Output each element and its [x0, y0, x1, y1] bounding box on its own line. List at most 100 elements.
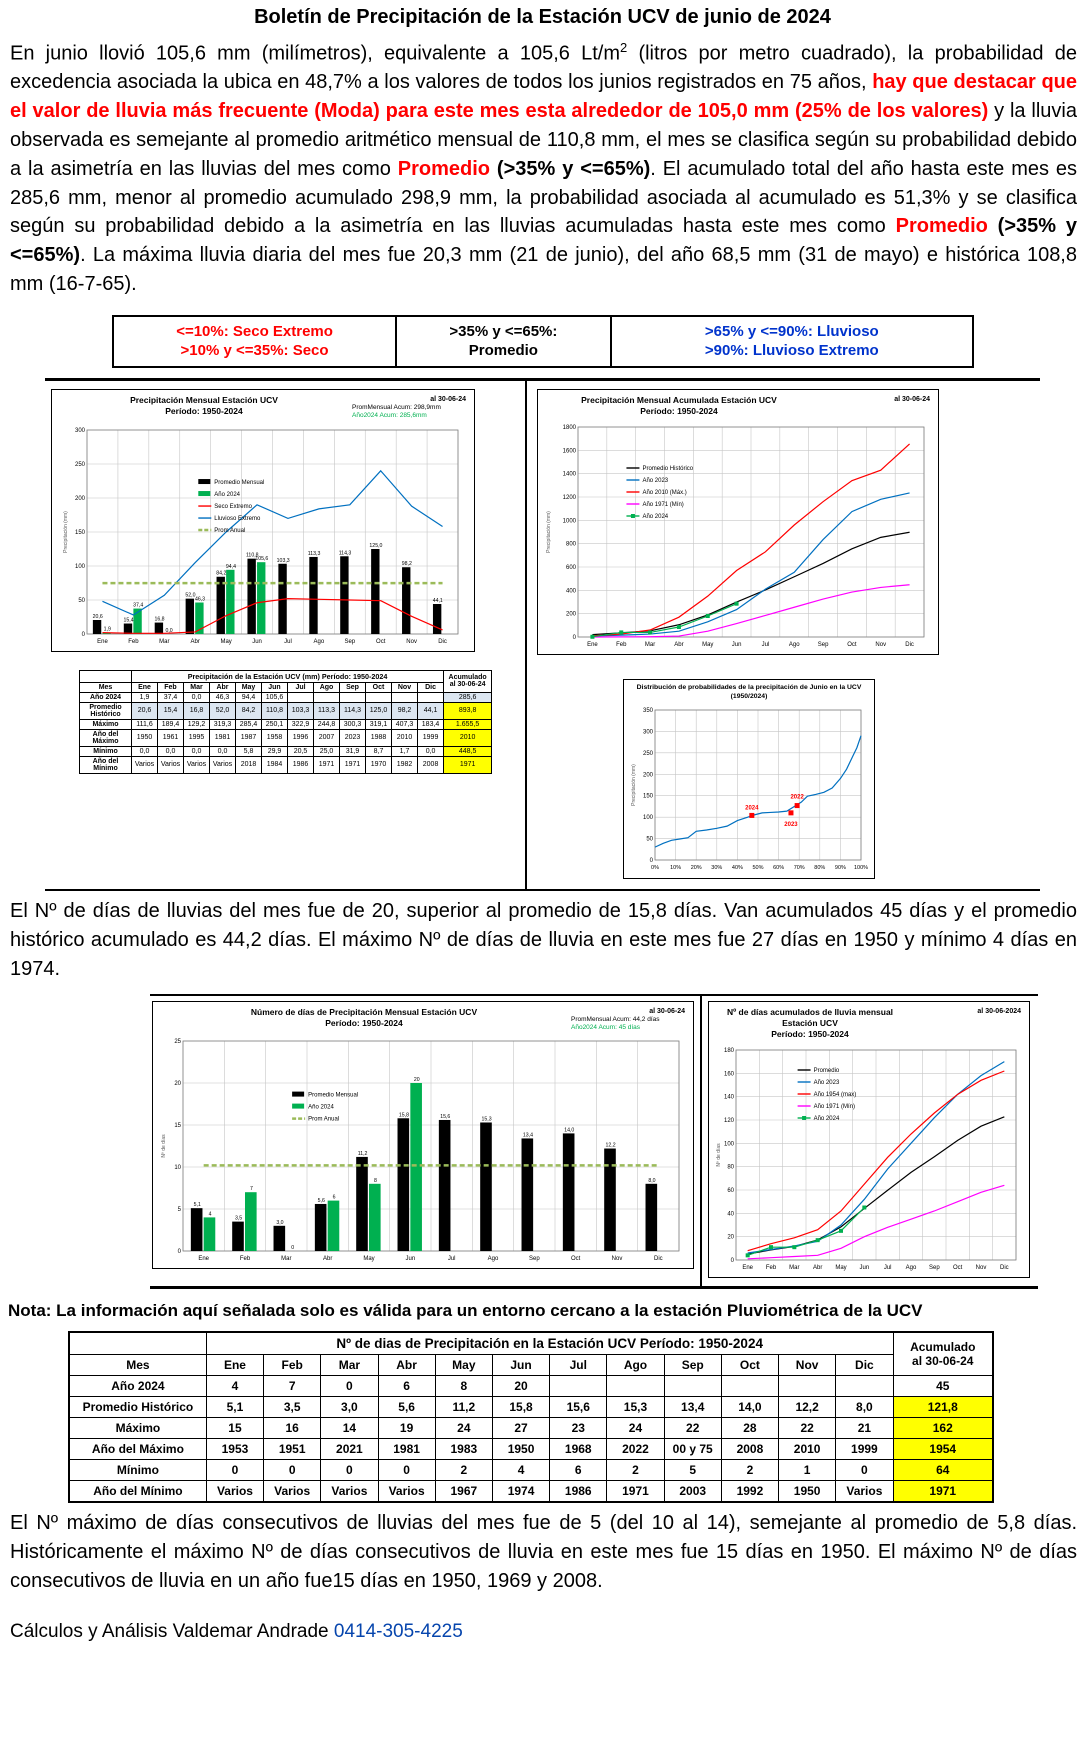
- table-cell: Acumulado al 30-06-24: [892, 1331, 994, 1376]
- svg-text:Año 2024: Año 2024: [642, 514, 668, 520]
- table-cell: Varios: [320, 1479, 379, 1503]
- chart-subtitle: (1950/2024): [730, 692, 768, 700]
- svg-text:0: 0: [178, 1249, 182, 1255]
- svg-text:150: 150: [74, 530, 85, 536]
- chart-subtitle: Período: 1950-2024: [325, 1017, 403, 1028]
- svg-text:400: 400: [566, 588, 577, 594]
- svg-text:7: 7: [250, 1187, 253, 1193]
- table-cell: Promedio Histórico: [79, 701, 132, 720]
- svg-text:Nov: Nov: [875, 642, 886, 648]
- table-cell: 189,4: [157, 718, 184, 730]
- svg-text:44,1: 44,1: [432, 598, 442, 604]
- table-cell: Varios: [183, 755, 210, 774]
- text-segment: (litros por metro cuadrado), la probabil…: [10, 42, 1077, 94]
- phone-link[interactable]: 0414-305-4225: [333, 1621, 463, 1643]
- table-cell: 16,8: [183, 701, 210, 720]
- svg-text:Feb: Feb: [766, 1265, 777, 1271]
- svg-text:80%: 80%: [814, 865, 825, 871]
- legend-cell-lluvioso: >65% y <=90%: Lluvioso >90%: Lluvioso Ex…: [612, 317, 972, 366]
- svg-text:0%: 0%: [651, 865, 659, 871]
- table-cell: 1987: [235, 728, 262, 747]
- table-cell: 129,2: [183, 718, 210, 730]
- table-cell: Nov: [391, 681, 418, 693]
- table-cell: 1950: [491, 1437, 551, 1460]
- table-cell: 250,1: [261, 718, 288, 730]
- table-cell: 319,3: [209, 718, 236, 730]
- table-cell: Jul: [549, 1353, 608, 1376]
- table-cell: 6: [377, 1374, 436, 1397]
- legend-line: >65% y <=90%: Lluvioso: [704, 322, 879, 340]
- svg-text:Año 1971 (Mín): Año 1971 (Mín): [642, 502, 683, 508]
- table-cell: Varios: [157, 755, 184, 774]
- svg-text:1800: 1800: [563, 425, 577, 431]
- table-cell: [416, 691, 445, 703]
- svg-text:Ago: Ago: [789, 642, 800, 648]
- table-cell: 1953: [205, 1437, 265, 1460]
- svg-text:Mar: Mar: [159, 639, 169, 645]
- table-cell: Año del Máximo: [79, 728, 132, 747]
- legend-cell-seco: <=10%: Seco Extremo >10% y <=35%: Seco: [114, 316, 398, 366]
- table-cell: 1995: [183, 728, 210, 747]
- table-cell: 0,0: [209, 745, 236, 757]
- svg-text:0: 0: [81, 632, 85, 638]
- svg-text:15: 15: [174, 1123, 181, 1129]
- svg-text:350: 350: [643, 708, 654, 714]
- table-cell: 1984: [261, 755, 288, 774]
- svg-text:11,2: 11,2: [358, 1151, 368, 1157]
- svg-text:20: 20: [174, 1081, 181, 1087]
- text-segment: hay que destacar que el valor de lluvia …: [10, 71, 1077, 123]
- table-cell: Precipitación de la Estación UCV (mm) Pe…: [130, 669, 445, 683]
- svg-text:Promedio: Promedio: [814, 1068, 840, 1074]
- table-cell: 8: [434, 1374, 493, 1397]
- svg-text:20: 20: [414, 1077, 420, 1083]
- table-cell: [287, 691, 314, 703]
- svg-text:105,6: 105,6: [255, 556, 268, 562]
- svg-text:300: 300: [74, 428, 85, 434]
- table-cell: 31,9: [339, 745, 366, 757]
- table-cell: 1988: [365, 728, 392, 747]
- svg-text:25: 25: [174, 1039, 181, 1045]
- table-cell: 1983: [434, 1437, 493, 1460]
- svg-text:Dic: Dic: [905, 642, 914, 648]
- table-cell: 1961: [157, 728, 184, 747]
- table-cell: 1971: [443, 755, 493, 774]
- svg-text:Abr: Abr: [813, 1265, 822, 1271]
- svg-text:4: 4: [209, 1212, 212, 1218]
- svg-text:600: 600: [566, 565, 577, 571]
- table-cell: 64: [892, 1458, 994, 1481]
- svg-text:1200: 1200: [563, 495, 577, 501]
- svg-text:0: 0: [291, 1245, 294, 1251]
- table-cell: 162: [892, 1416, 994, 1439]
- table-cell: 2022: [606, 1437, 665, 1460]
- svg-text:300: 300: [643, 730, 654, 736]
- table-cell: 1992: [720, 1479, 780, 1503]
- svg-text:Jun: Jun: [405, 1256, 415, 1262]
- chart-header: Precipitación Mensual Acumulada Estación…: [542, 393, 934, 418]
- table-cell: May: [235, 681, 262, 693]
- table-cell: 8,7: [365, 745, 392, 757]
- svg-text:Mar: Mar: [645, 642, 655, 648]
- table-cell: 2008: [416, 755, 445, 774]
- svg-text:Jul: Jul: [448, 1256, 456, 1262]
- svg-text:Año 1971 (Mín): Año 1971 (Mín): [814, 1104, 855, 1110]
- svg-text:Oct: Oct: [953, 1265, 963, 1271]
- svg-text:94,4: 94,4: [225, 564, 235, 570]
- table-cell: Dic: [416, 681, 445, 693]
- table-cell: 1954: [892, 1437, 994, 1460]
- table-cell: 1971: [606, 1479, 665, 1503]
- table-cell: 2021: [320, 1437, 379, 1460]
- text-segment: (>35% y <=65%): [490, 157, 651, 180]
- svg-text:Ene: Ene: [198, 1256, 209, 1262]
- svg-text:100: 100: [724, 1141, 735, 1147]
- svg-text:60: 60: [727, 1188, 734, 1194]
- table-cell: 319,1: [365, 718, 392, 730]
- svg-text:150: 150: [643, 794, 654, 800]
- chart-header: Precipitación Mensual Estación UCV Perío…: [56, 393, 470, 421]
- table-row: Año 2024 1,9 37,4 0,0 46,3 94,4 105,6 285,6: [79, 691, 493, 703]
- svg-text:10%: 10%: [670, 865, 681, 871]
- text-segment: En junio llovió 105,6 mm (milímetros), e…: [10, 42, 620, 65]
- table-cell: 1,7: [391, 745, 418, 757]
- table-row: Mínimo 0,0 0,0 0,0 0,0 5,8 29,9 20,5 25,0 31,9 8,7…: [79, 745, 493, 757]
- svg-text:200: 200: [74, 496, 85, 502]
- svg-text:May: May: [220, 639, 231, 645]
